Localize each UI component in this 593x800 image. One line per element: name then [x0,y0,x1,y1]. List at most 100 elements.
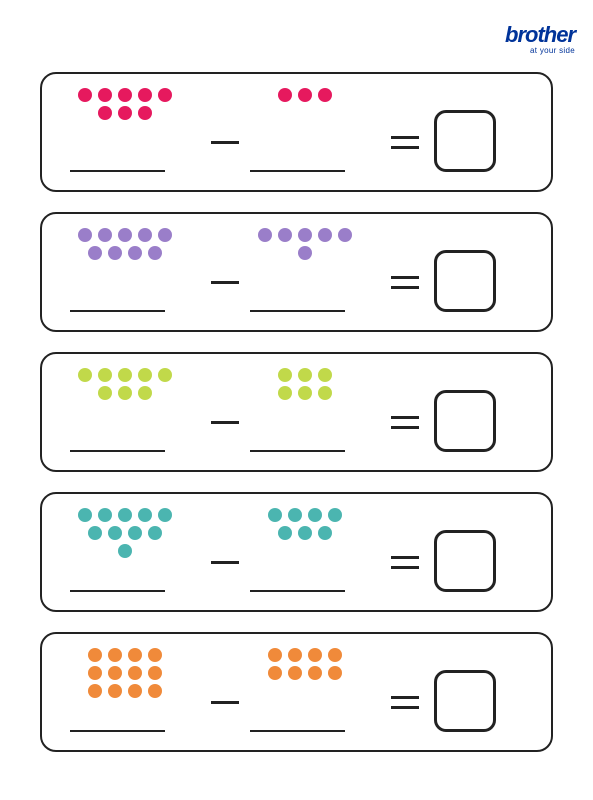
dot [328,508,342,522]
dot-row [250,226,360,244]
minus-icon [211,421,239,424]
dot-row [70,86,180,104]
problem-row [40,72,553,192]
dot-row [70,244,180,262]
dot [108,684,122,698]
dot-group [250,646,360,682]
dot-group [250,86,360,104]
dot [288,666,302,680]
dot [278,386,292,400]
dot-group [70,646,180,700]
equals-bar [391,556,419,559]
dot [88,246,102,260]
left-operand [70,74,200,190]
dot [118,508,132,522]
dot [308,648,322,662]
dot [298,246,312,260]
dot [78,88,92,102]
dot [308,508,322,522]
minus-icon [211,141,239,144]
dot-row [250,646,360,664]
dot [278,526,292,540]
answer-box[interactable] [434,530,496,592]
dot [148,666,162,680]
equals-operator [380,696,430,709]
dot [98,508,112,522]
dot [338,228,352,242]
dot [108,246,122,260]
answer-box[interactable] [434,250,496,312]
minus-operator [200,681,250,704]
minus-operator [200,261,250,284]
equals-bar [391,286,419,289]
dot-row [70,506,180,524]
dot [118,88,132,102]
worksheet-rows [40,72,553,772]
minus-operator [200,121,250,144]
dot [148,526,162,540]
dot-row [70,366,180,384]
dot-row [250,506,360,524]
answer-line [70,730,165,732]
equals-bar [391,426,419,429]
dot [288,648,302,662]
dot-row [70,524,180,542]
dot [138,106,152,120]
dot [78,228,92,242]
dot [98,228,112,242]
answer-box[interactable] [434,670,496,732]
dot-row [70,226,180,244]
dot [318,386,332,400]
dot [118,368,132,382]
dot [268,666,282,680]
dot [78,368,92,382]
dot [298,526,312,540]
dot [268,508,282,522]
dot [118,386,132,400]
dot [298,368,312,382]
problem-row [40,492,553,612]
dot [158,508,172,522]
dot-row [250,86,360,104]
dot-group [70,366,180,402]
left-operand [70,214,200,330]
dot [128,666,142,680]
logo-text: brother [505,22,575,48]
dot-row [70,646,180,664]
dot [98,106,112,120]
dot [258,228,272,242]
dot-row [250,244,360,262]
problem-row [40,212,553,332]
right-operand [250,354,380,470]
answer-line [70,450,165,452]
dot [98,386,112,400]
dot [118,106,132,120]
equals-bar [391,416,419,419]
answer-box[interactable] [434,390,496,452]
equals-operator [380,276,430,289]
equals-bar [391,276,419,279]
brother-logo: brother at your side [505,22,575,55]
equals-bar [391,696,419,699]
minus-icon [211,281,239,284]
dot [88,526,102,540]
dot [158,88,172,102]
dot [128,684,142,698]
answer-line [70,590,165,592]
minus-icon [211,701,239,704]
answer-line [250,450,345,452]
dot [158,228,172,242]
dot [288,508,302,522]
dot [138,228,152,242]
dot-group [70,86,180,122]
dot [318,368,332,382]
dot [98,368,112,382]
answer-line [70,310,165,312]
answer-line [250,310,345,312]
dot [298,228,312,242]
dot-row [70,542,180,560]
answer-box[interactable] [434,110,496,172]
dot-row [70,384,180,402]
dot [88,684,102,698]
left-operand [70,354,200,470]
